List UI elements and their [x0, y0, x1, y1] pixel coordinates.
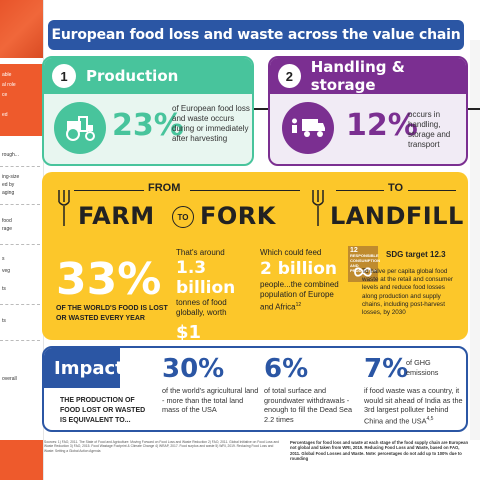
stat-column-tonnes: That's around 1.3 billion tonnes of food…: [176, 248, 260, 340]
stat-text: people...the combined population of Euro…: [260, 280, 339, 312]
stat-intro: That's around: [176, 248, 225, 257]
impact-subtext: of GHG emissions: [406, 358, 439, 377]
headline-rule: [190, 190, 300, 191]
infinity-icon: [354, 267, 372, 277]
footer-note: Percentages for food loss and waste at e…: [290, 440, 469, 461]
page-title: European food loss and waste across the …: [51, 27, 461, 43]
stat-intro: Which could feed: [260, 248, 322, 257]
fork-word: FORK: [200, 202, 276, 230]
stage-percent: 12%: [346, 108, 418, 143]
headline-rule: [408, 190, 456, 191]
footer-sources: Sources: 1) FAO, 2011. The State of Food…: [44, 440, 280, 453]
impact-percent: 6%: [264, 354, 309, 384]
left-orange-block: [0, 64, 43, 136]
left-text-line: ed by: [2, 182, 15, 188]
left-text-line: ce: [2, 92, 8, 98]
impact-caption: THE PRODUCTION OF FOOD LOST OR WASTED IS…: [60, 397, 146, 424]
left-divider: [0, 304, 40, 305]
stat-value: $1 trillion: [176, 322, 202, 340]
left-text-line: rage: [2, 226, 13, 232]
impact-percent: 30%: [162, 354, 225, 384]
right-panel-bar: [470, 40, 480, 440]
left-text-line: able: [2, 72, 12, 78]
left-text-line: s: [2, 256, 5, 262]
left-orange-strip: [0, 440, 43, 480]
left-divider: [0, 340, 40, 341]
farm-to-landfill-panel: FROM TO FARM TO FORK LANDFILL 33% OF THE…: [42, 172, 468, 340]
stage-production-card: 1 Production 23% of European food loss a…: [42, 56, 254, 166]
left-text-line: ed: [2, 112, 8, 118]
sdg-target-box: 12 RESPONSIBLE CONSUMPTION AND PRODUCTION…: [342, 244, 462, 334]
stat-value: 1.3 billion: [176, 258, 236, 298]
stage-connector: [468, 108, 480, 110]
left-text-line: aging: [2, 190, 15, 196]
truck-icon: [282, 102, 334, 154]
headline-percent: 33%: [56, 254, 162, 305]
stage-description: occurs in handling, storage and transpor…: [408, 110, 451, 149]
sdg-description: To halve per capita global food waste at…: [362, 268, 454, 317]
impact-description: if food waste was a country, it would si…: [364, 386, 463, 425]
stage-title: Production: [86, 67, 179, 85]
to-circle: TO: [172, 206, 194, 228]
stat-column-people: Which could feed 2 billion people...the …: [260, 248, 342, 313]
impact-title: Impact: [54, 357, 124, 379]
left-text-line: ing-size: [2, 174, 20, 180]
stat-text: tonnes of food globally, worth: [176, 298, 227, 317]
tractor-icon: [54, 102, 106, 154]
right-cropped-panel: [466, 0, 480, 480]
left-text-line: ts: [2, 286, 6, 292]
left-cropped-panel: able al role ce ed rough... ing-size ed …: [0, 0, 44, 480]
left-divider: [0, 166, 40, 167]
page-header: European food loss and waste across the …: [48, 20, 464, 50]
left-text-line: ts: [2, 318, 6, 324]
stage-handling-card: 2 Handling & storage 12% occurs in handl…: [268, 56, 468, 166]
headline-caption: OF THE WORLD'S FOOD IS LOST OR WASTED EV…: [56, 305, 168, 322]
impact-header: Impact: [44, 348, 124, 388]
headline-rule: [336, 190, 384, 191]
stage-connector: [254, 108, 268, 110]
left-text-line: al role: [2, 82, 16, 88]
landfill-word: LANDFILL: [330, 202, 464, 230]
left-divider: [0, 204, 40, 205]
left-text-line: rough...: [2, 152, 19, 158]
to-label: TO: [388, 182, 404, 194]
impact-percent: 7%: [364, 354, 409, 384]
stat-value: 2 billion: [260, 259, 338, 279]
impact-description: of the world's agricultural land - more …: [162, 386, 259, 414]
farm-word: FARM: [78, 202, 155, 230]
fork-icon: [312, 190, 324, 226]
left-hero-image: [0, 0, 43, 58]
fork-icon: [58, 190, 70, 226]
stage-production-header: 1 Production: [44, 58, 252, 94]
sdg-12-badge: 12 RESPONSIBLE CONSUMPTION AND PRODUCTION: [348, 246, 380, 282]
left-divider: [0, 244, 40, 245]
stage-percent: 23%: [112, 108, 184, 143]
from-label: FROM: [148, 182, 181, 194]
stage-description: of European food loss and waste occurs d…: [172, 104, 250, 143]
stage-number-badge: 1: [52, 64, 76, 88]
headline-rule: [74, 190, 144, 191]
left-text-line: food: [2, 218, 12, 224]
stage-title: Handling & storage: [310, 58, 405, 94]
stage-handling-header: 2 Handling & storage: [270, 58, 466, 94]
left-text-line: veg: [2, 268, 11, 274]
impact-description: of total surface and groundwater withdra…: [264, 386, 353, 424]
sdg-title: SDG target 12.3: [386, 250, 446, 259]
impact-panel: Impact THE PRODUCTION OF FOOD LOST OR WA…: [42, 346, 468, 432]
stage-number-badge: 2: [278, 64, 301, 88]
left-text-line: overall: [2, 376, 17, 382]
